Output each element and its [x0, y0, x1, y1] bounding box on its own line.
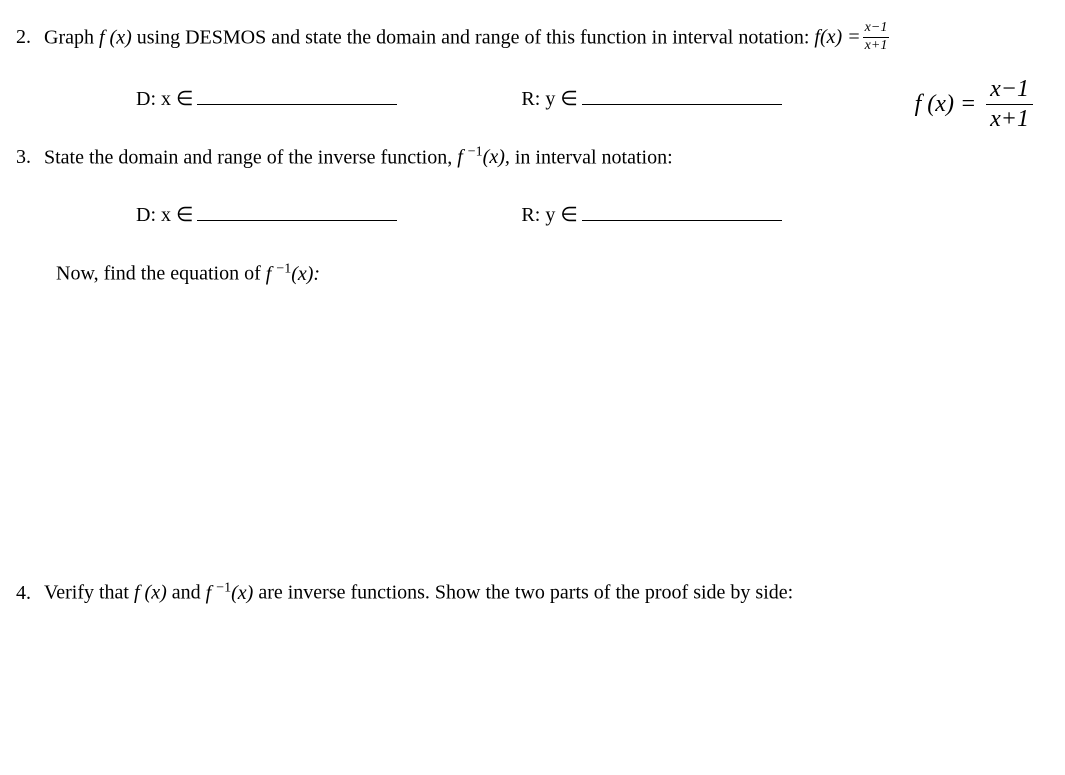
- q4-text-before: Verify that: [44, 582, 134, 604]
- q2-formula-inline: f(x) = x−1x+1: [814, 20, 891, 55]
- q2-frac-num: x−1: [863, 20, 890, 38]
- q2-range: R: y ∈: [521, 85, 785, 113]
- r-label: R: y ∈: [521, 85, 577, 113]
- q2-number: 2.: [16, 23, 44, 51]
- q3-finv-sup: −1: [468, 145, 483, 160]
- now-find-f: f: [266, 263, 277, 285]
- question-4: 4. Verify that f (x) and f −1(x) are inv…: [16, 578, 1049, 607]
- q3-text: State the domain and range of the invers…: [44, 143, 1049, 172]
- formula-fx: f (x) =: [915, 88, 977, 122]
- now-find-after: (x):: [291, 263, 320, 285]
- now-find: Now, find the equation of f −1(x):: [56, 259, 1049, 288]
- q3-finv-after: (x),: [483, 146, 510, 168]
- q3-domain-blank[interactable]: [197, 201, 397, 221]
- now-find-finv: f −1(x):: [266, 263, 320, 285]
- q4-text-mid: and: [167, 582, 206, 604]
- question-2: 2. Graph f (x) using DESMOS and state th…: [16, 20, 1049, 55]
- q3-text-after: in interval notation:: [510, 146, 673, 168]
- q4-fx: f (x): [134, 582, 167, 604]
- q2-text: Graph f (x) using DESMOS and state the d…: [44, 20, 1049, 55]
- q3-domain-range-row: D: x ∈ R: y ∈: [136, 201, 1049, 229]
- q2-frac-den: x+1: [863, 38, 890, 55]
- q2-text-before: Graph: [44, 26, 99, 48]
- q4-finv-f: f: [206, 582, 217, 604]
- r-label-2: R: y ∈: [521, 201, 577, 229]
- q2-domain: D: x ∈: [136, 85, 401, 113]
- q3-range: R: y ∈: [521, 201, 785, 229]
- d-label: D: x ∈: [136, 85, 193, 113]
- formula-num: x−1: [986, 75, 1033, 105]
- q2-range-blank[interactable]: [582, 85, 782, 105]
- q3-domain: D: x ∈: [136, 201, 401, 229]
- q2-fx-eq: f(x) =: [814, 23, 860, 51]
- q4-text-after: are inverse functions. Show the two part…: [253, 582, 793, 604]
- q2-domain-range-row: D: x ∈ R: y ∈: [136, 85, 1049, 113]
- q2-text-mid: using DESMOS and state the domain and ra…: [132, 26, 815, 48]
- q3-number: 3.: [16, 143, 44, 171]
- q2-fraction: x−1x+1: [863, 20, 890, 55]
- q3-finv-f: f: [457, 146, 468, 168]
- now-find-sup: −1: [276, 261, 291, 276]
- q3-finv: f −1(x),: [457, 146, 510, 168]
- q4-text: Verify that f (x) and f −1(x) are invers…: [44, 578, 1049, 607]
- q3-text-before: State the domain and range of the invers…: [44, 146, 457, 168]
- q4-finv-sup: −1: [216, 580, 231, 595]
- q4-finv-after: (x): [231, 582, 253, 604]
- q4-finv: f −1(x): [206, 582, 254, 604]
- formula-display: f (x) = x−1 x+1: [915, 75, 1035, 134]
- d-label-2: D: x ∈: [136, 201, 193, 229]
- formula-fraction: x−1 x+1: [986, 75, 1033, 134]
- formula-den: x+1: [986, 105, 1033, 134]
- q2-domain-blank[interactable]: [197, 85, 397, 105]
- question-3: 3. State the domain and range of the inv…: [16, 143, 1049, 172]
- q3-range-blank[interactable]: [582, 201, 782, 221]
- now-find-before: Now, find the equation of: [56, 263, 266, 285]
- q4-number: 4.: [16, 579, 44, 607]
- q2-fx: f (x): [99, 26, 132, 48]
